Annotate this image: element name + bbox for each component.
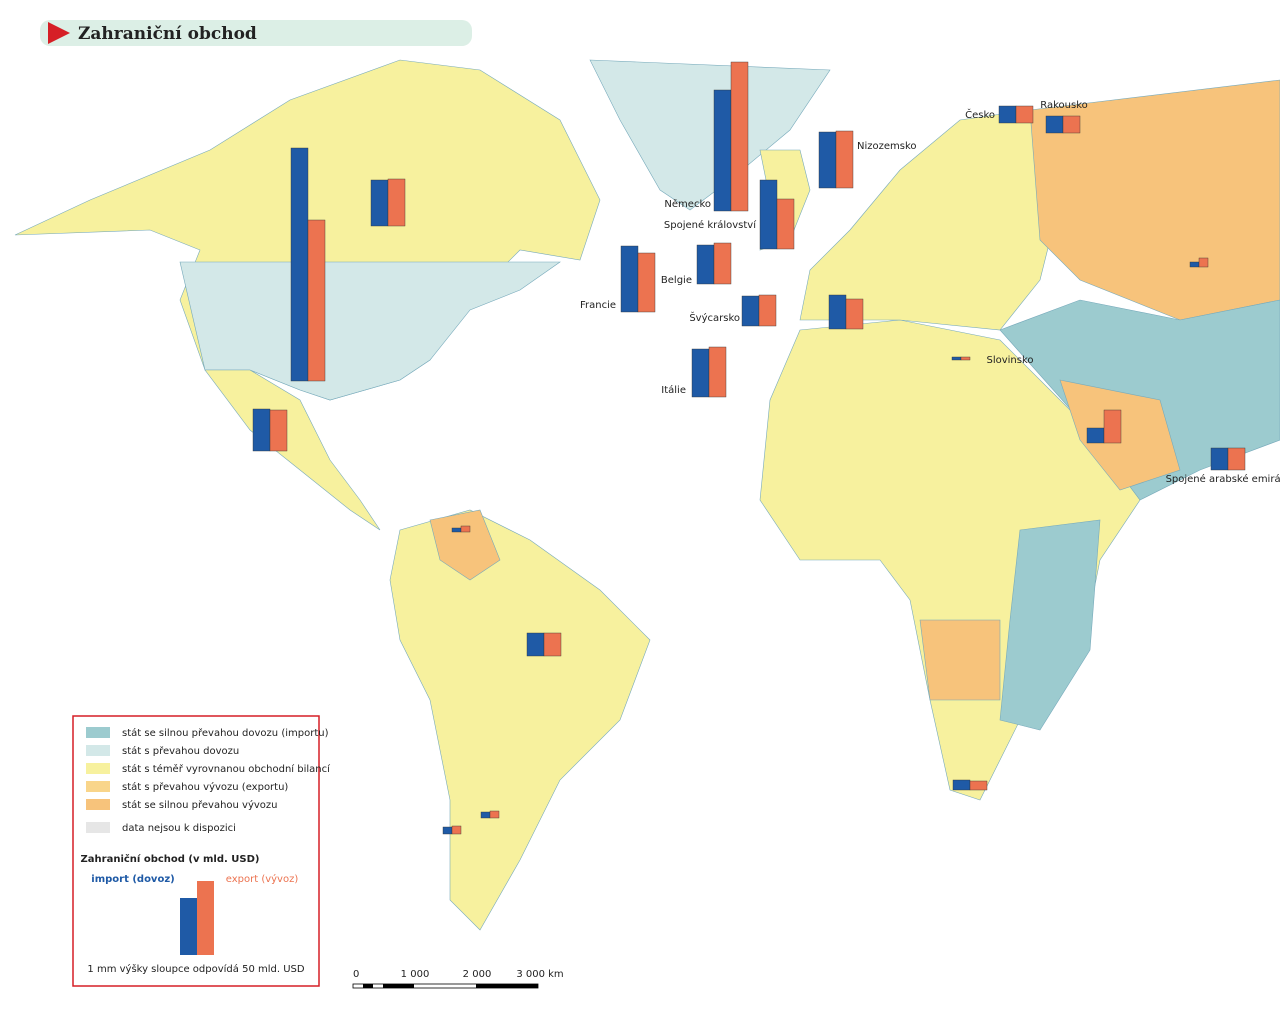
export-bar: [451, 825, 462, 835]
import-bar: [951, 356, 962, 361]
scale-bar: [352, 983, 539, 989]
country-label: Francie: [580, 300, 616, 311]
country-label: Česko: [965, 108, 995, 121]
scale-label: 1 000: [401, 969, 430, 980]
legend-label: data nejsou k dispozici: [122, 823, 236, 834]
import-bar: [620, 245, 639, 313]
legend-export-bar: [197, 881, 214, 955]
scale-labels: 0 1 000 2 000 3 000 km: [353, 969, 564, 980]
import-bar: [480, 811, 491, 819]
import-bar: [1086, 427, 1105, 444]
east-africa: [999, 519, 1101, 731]
legend-label: stát s převahou dovozu: [122, 745, 239, 757]
import-bar: [451, 527, 462, 533]
scale-label: 2 000: [463, 969, 492, 980]
import-bar: [713, 89, 732, 212]
title-bar: [40, 20, 472, 46]
import-bar: [952, 779, 971, 791]
import-bar: [759, 179, 778, 250]
south-america: [389, 509, 651, 931]
unit-note: 1 mm výšky sloupce odpovídá 50 mld. USD: [87, 963, 304, 975]
legend-swatch: [86, 822, 110, 833]
legend-swatch: [86, 799, 110, 810]
country-label: Slovinsko: [986, 355, 1033, 366]
legend-import: import (dovoz): [91, 874, 174, 885]
export-bar: [730, 61, 749, 212]
legend-label: stát se silnou převahou dovozu (importu): [122, 727, 329, 739]
country-label: Itálie: [661, 384, 686, 396]
scale-seg: [383, 984, 414, 988]
import-bar: [370, 179, 389, 227]
export-bar: [543, 632, 562, 657]
country-label: Německo: [664, 198, 711, 210]
export-bar: [307, 219, 326, 382]
export-bar: [489, 810, 500, 819]
export-bar: [1103, 409, 1122, 444]
import-bar: [1210, 447, 1229, 471]
import-bar: [1045, 115, 1064, 134]
export-bar: [1015, 105, 1034, 124]
venezuela: [429, 509, 501, 581]
export-bar: [776, 198, 795, 250]
scale-label: 3 000 km: [516, 969, 563, 980]
import-bar: [828, 294, 847, 330]
page-title: Zahraniční obchod: [78, 24, 257, 44]
import-bar: [1189, 261, 1200, 268]
legend-label: stát s téměř vyrovnanou obchodní bilancí: [122, 763, 331, 775]
export-bar: [1227, 447, 1246, 471]
legend-label: stát s převahou vývozu (exportu): [122, 781, 288, 793]
legend-swatch: [86, 763, 110, 774]
bars: Německo Spojené království Nizozemsko Belgi…: [252, 61, 1280, 835]
export-bar: [1062, 115, 1081, 134]
legend-chart-title: Zahraniční obchod (v mld. USD): [81, 853, 260, 865]
export-bar: [713, 242, 732, 285]
import-bar: [290, 147, 309, 382]
scale-label: 0: [353, 969, 359, 980]
scale-seg: [363, 984, 373, 988]
import-bar: [818, 131, 837, 189]
import-bar: [252, 408, 271, 452]
scale-seg: [476, 984, 538, 988]
export-bar: [637, 252, 656, 313]
legend-swatch: [86, 727, 110, 738]
country-label: Rakousko: [1040, 100, 1088, 111]
import-bar: [696, 244, 715, 285]
country-label: Spojené arabské emiráty: [1166, 473, 1280, 485]
export-bar: [969, 780, 988, 791]
country-label: Spojené království: [664, 219, 757, 231]
export-bar: [960, 356, 971, 361]
legend-swatch: [86, 745, 110, 756]
angola: [919, 619, 1001, 701]
export-bar: [708, 346, 727, 398]
import-bar: [526, 632, 545, 657]
legend-swatch: [86, 781, 110, 792]
import-bar: [442, 826, 453, 835]
import-bar: [691, 348, 710, 398]
import-bar: [998, 105, 1017, 124]
legend: stát se silnou převahou dovozu (importu)…: [86, 727, 331, 834]
greenland: [589, 59, 831, 211]
import-bar: [741, 295, 760, 327]
legend-label: stát se silnou převahou vývozu: [122, 799, 278, 811]
export-bar: [845, 298, 864, 330]
export-bar: [758, 294, 777, 327]
export-bar: [460, 525, 471, 533]
country-label: Nizozemsko: [857, 141, 917, 152]
export-bar: [269, 409, 288, 452]
export-bar: [387, 178, 406, 227]
export-bar: [835, 130, 854, 189]
legend-import-bar: [180, 898, 197, 955]
country-label: Belgie: [661, 275, 692, 286]
legend-export: export (vývoz): [226, 873, 299, 885]
title-marker: [48, 22, 70, 44]
country-label: Švýcarsko: [689, 311, 740, 324]
export-bar: [1198, 257, 1209, 268]
